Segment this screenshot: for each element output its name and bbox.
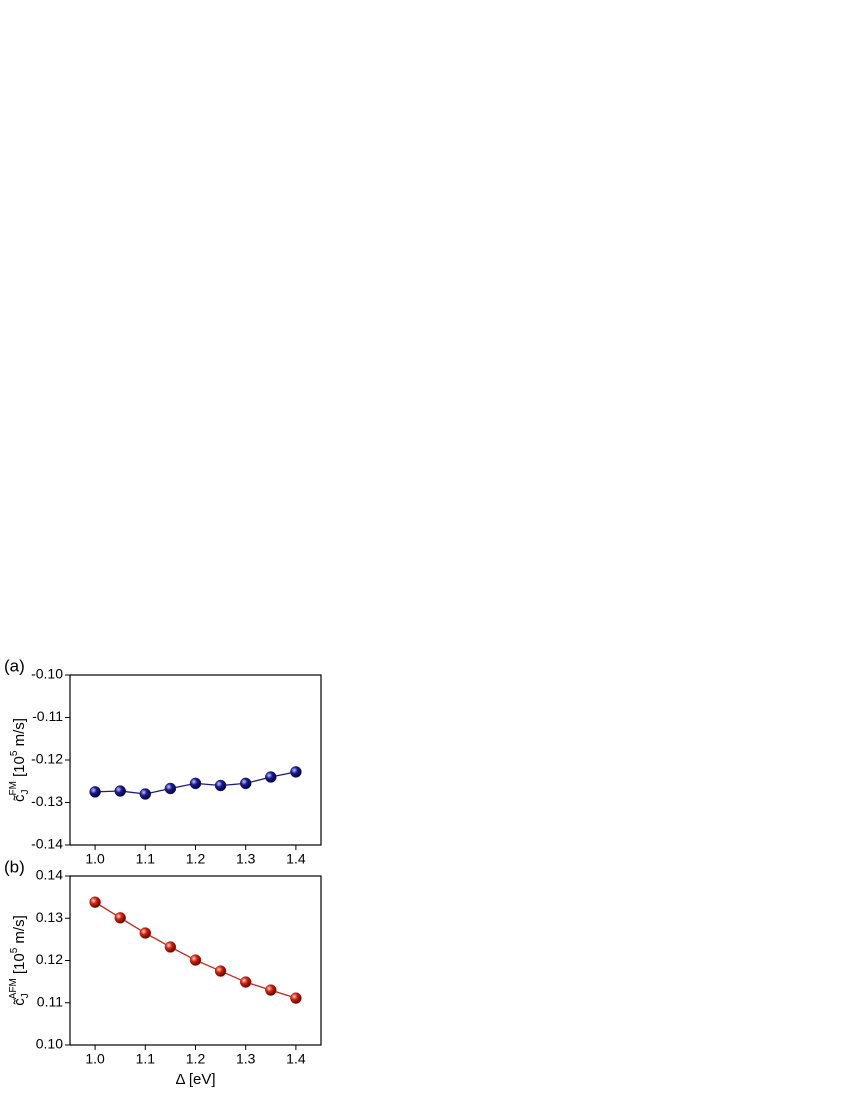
y-label-subscript: J xyxy=(20,789,31,794)
data-point xyxy=(214,779,227,792)
y-label-symbol: c̃ xyxy=(11,794,28,802)
y-tick-label: -0.13 xyxy=(31,793,63,809)
x-tick-label: 1.2 xyxy=(186,1051,206,1067)
x-tick-label: 1.4 xyxy=(286,1051,306,1067)
y-label-exponent: 5 xyxy=(9,750,20,756)
data-point xyxy=(265,984,277,996)
data-point xyxy=(89,786,101,798)
data-point xyxy=(189,954,202,966)
data-point xyxy=(139,927,152,939)
y-label-unit: [10 xyxy=(11,756,28,777)
y-label-unit: [10 xyxy=(11,953,28,974)
x-tick-label: 1.1 xyxy=(136,851,156,867)
data-point xyxy=(214,965,227,977)
y-tick-label: 0.10 xyxy=(36,1036,63,1052)
x-tick-label: 1.4 xyxy=(286,851,306,867)
y-label-superscript: FM xyxy=(8,781,19,795)
data-point xyxy=(114,785,126,797)
panel-label: (a) xyxy=(4,656,25,675)
panel-label: (b) xyxy=(4,857,25,876)
y-tick-label: 0.12 xyxy=(36,951,63,967)
y-tick-label: -0.10 xyxy=(31,666,63,682)
x-tick-label: 1.3 xyxy=(236,1051,256,1067)
data-point xyxy=(189,777,202,790)
data-point xyxy=(290,766,302,778)
y-tick-label: -0.12 xyxy=(31,751,63,767)
y-tick-label: -0.14 xyxy=(31,836,63,852)
y-label-exponent: 5 xyxy=(9,947,20,953)
data-point xyxy=(164,782,177,795)
x-axis-label: Δ [eV] xyxy=(175,1071,215,1088)
plot-frame xyxy=(69,674,322,846)
x-tick-label: 1.2 xyxy=(186,851,206,867)
x-tick-label: 1.0 xyxy=(85,851,105,867)
y-tick-label: -0.11 xyxy=(32,708,63,724)
data-point xyxy=(164,941,177,953)
x-tick-label: 1.1 xyxy=(136,1051,156,1067)
y-label-symbol: c̃ xyxy=(11,998,28,1006)
y-tick-label: 0.13 xyxy=(36,909,63,925)
y-axis-label: c̃JFM [105 m/s] xyxy=(8,718,31,802)
y-tick-label: 0.11 xyxy=(37,993,63,1009)
x-tick-label: 1.0 xyxy=(85,1051,105,1067)
data-point xyxy=(290,992,302,1004)
data-point xyxy=(89,896,101,908)
y-label-unit-suffix: m/s] xyxy=(11,718,28,751)
y-axis-label: c̃JAFM [105 m/s] xyxy=(8,915,31,1006)
data-point xyxy=(114,912,126,924)
data-point xyxy=(265,771,277,783)
data-point xyxy=(139,788,152,800)
data-point xyxy=(239,777,252,790)
y-label-unit-suffix: m/s] xyxy=(11,915,28,948)
data-point xyxy=(239,976,252,988)
y-label-subscript: J xyxy=(20,993,31,998)
x-tick-label: 1.3 xyxy=(236,851,256,867)
y-tick-label: 0.14 xyxy=(36,867,63,883)
y-label-superscript: AFM xyxy=(8,978,19,999)
